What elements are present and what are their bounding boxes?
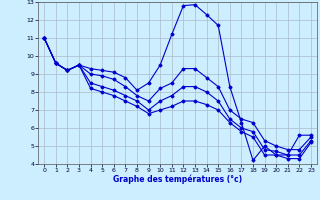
X-axis label: Graphe des températures (°c): Graphe des températures (°c) bbox=[113, 175, 242, 184]
